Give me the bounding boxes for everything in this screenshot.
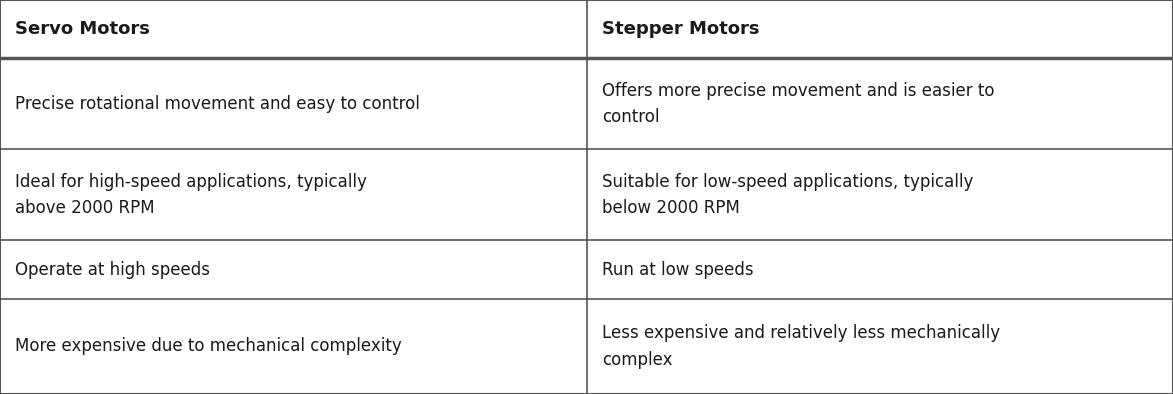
Text: Operate at high speeds: Operate at high speeds	[15, 260, 210, 279]
Text: Stepper Motors: Stepper Motors	[602, 20, 759, 38]
Text: Run at low speeds: Run at low speeds	[602, 260, 753, 279]
Text: Servo Motors: Servo Motors	[15, 20, 150, 38]
Text: Precise rotational movement and easy to control: Precise rotational movement and easy to …	[15, 95, 420, 113]
Text: Ideal for high-speed applications, typically
above 2000 RPM: Ideal for high-speed applications, typic…	[15, 173, 367, 217]
Text: Suitable for low-speed applications, typically
below 2000 RPM: Suitable for low-speed applications, typ…	[602, 173, 974, 217]
Text: More expensive due to mechanical complexity: More expensive due to mechanical complex…	[15, 337, 402, 355]
Text: Less expensive and relatively less mechanically
complex: Less expensive and relatively less mecha…	[602, 324, 999, 368]
Text: Offers more precise movement and is easier to
control: Offers more precise movement and is easi…	[602, 82, 995, 126]
